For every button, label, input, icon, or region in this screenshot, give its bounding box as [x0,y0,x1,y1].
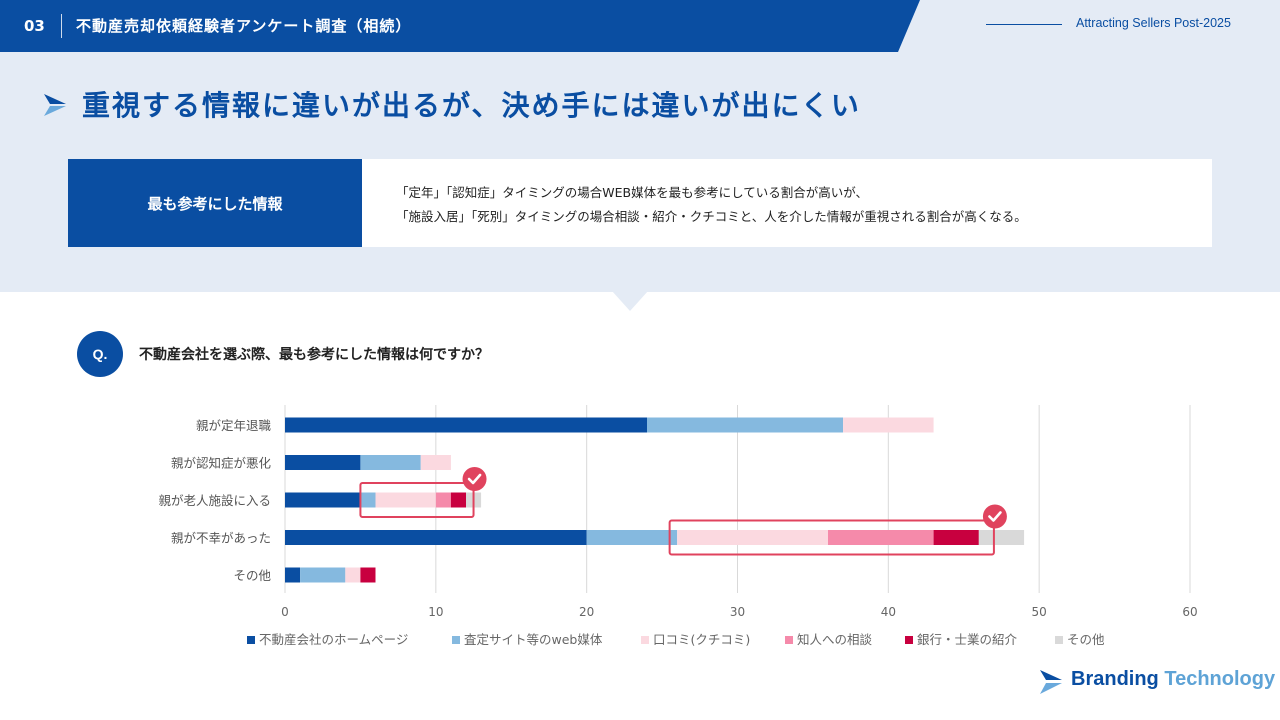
info-line-2: 「施設入居」「死別」タイミングの場合相談・紹介・クチコミと、人を介した情報が重視… [396,209,1027,224]
brand-name-part2: Technology [1164,668,1276,690]
bar-segment [978,530,1025,545]
legend-label: 口コミ(クチコミ) [653,632,750,647]
legend-label: 知人への相談 [797,632,873,647]
legend-swatch [641,636,649,644]
bar-segment [300,567,346,583]
legend-label: 査定サイト等のweb媒体 [464,632,603,647]
brand-logo-icon [1040,670,1062,694]
x-tick-label: 60 [1182,605,1197,619]
x-tick-label: 40 [881,605,896,619]
header-divider [61,14,62,38]
info-line-1: 「定年」「認知症」タイミングの場合WEB媒体を最も参考にしている割合が高いが、 [396,185,868,200]
bar-segment [586,530,678,545]
bar-segment [450,492,466,508]
legend-swatch [247,636,255,644]
question-text: 不動産会社を選ぶ際、最も参考にした情報は何ですか？ [139,347,489,363]
arrow-flag-icon [44,94,66,116]
bar-segment [285,530,587,545]
bar-segment [933,530,979,545]
bar-segment [677,530,828,545]
bar-segment [647,417,844,433]
x-tick-label: 50 [1032,605,1047,619]
band-pointer [612,291,648,311]
header-bar [0,0,920,52]
bar-segment [345,567,361,583]
bar-segment [360,492,376,508]
highlight-box [668,519,995,556]
legend-swatch [785,636,793,644]
check-badge-icon [462,467,487,491]
category-label: 親が定年退職 [196,418,272,433]
legend-swatch [452,636,460,644]
check-badge-icon [982,504,1007,529]
x-tick-label: 0 [281,605,289,619]
highlight-box [359,482,475,518]
info-label: 最も参考にした情報 [68,159,362,247]
bar-segment [285,567,301,583]
bar-segment [360,567,376,583]
legend-label: 銀行・士業の紹介 [917,632,1018,647]
brand-name-part1: Branding [1071,668,1159,690]
bar-segment [285,417,647,433]
legend-swatch [1055,636,1063,644]
category-label: 親が不幸があった [171,531,271,546]
check-mark-icon [988,511,1002,522]
brand-name: Branding Technology [1071,668,1275,691]
bar-segment [420,455,451,470]
bar-segment [843,417,934,433]
legend-label: その他 [1067,632,1105,647]
legend-label: 不動産会社のホームページ [259,632,408,647]
bar-segment [285,492,361,508]
tagline: Attracting Sellers Post-2025 [1076,16,1231,30]
x-tick-label: 30 [730,605,745,619]
category-label: その他 [233,568,271,583]
section-number: 03 [24,17,45,35]
section-title: 不動産売却依頼経験者アンケート調査（相続） [76,17,412,35]
info-description: 「定年」「認知症」タイミングの場合WEB媒体を最も参考にしている割合が高いが、 … [362,159,1212,247]
x-tick-label: 10 [428,605,443,619]
bar-segment [285,455,361,470]
page-title: 重視する情報に違いが出るが、決め手には違いが出にくい [82,89,861,122]
legend-swatch [905,636,913,644]
category-label: 親が老人施設に入る [158,493,271,508]
bar-segment [360,455,421,470]
bar-segment [435,492,451,508]
bar-segment [828,530,934,545]
tagline-rule [986,24,1062,25]
question-badge: Q. [77,331,123,377]
check-mark-icon [467,473,482,485]
x-tick-label: 20 [579,605,594,619]
category-label: 親が認知症が悪化 [171,456,272,471]
bar-segment [375,492,436,508]
